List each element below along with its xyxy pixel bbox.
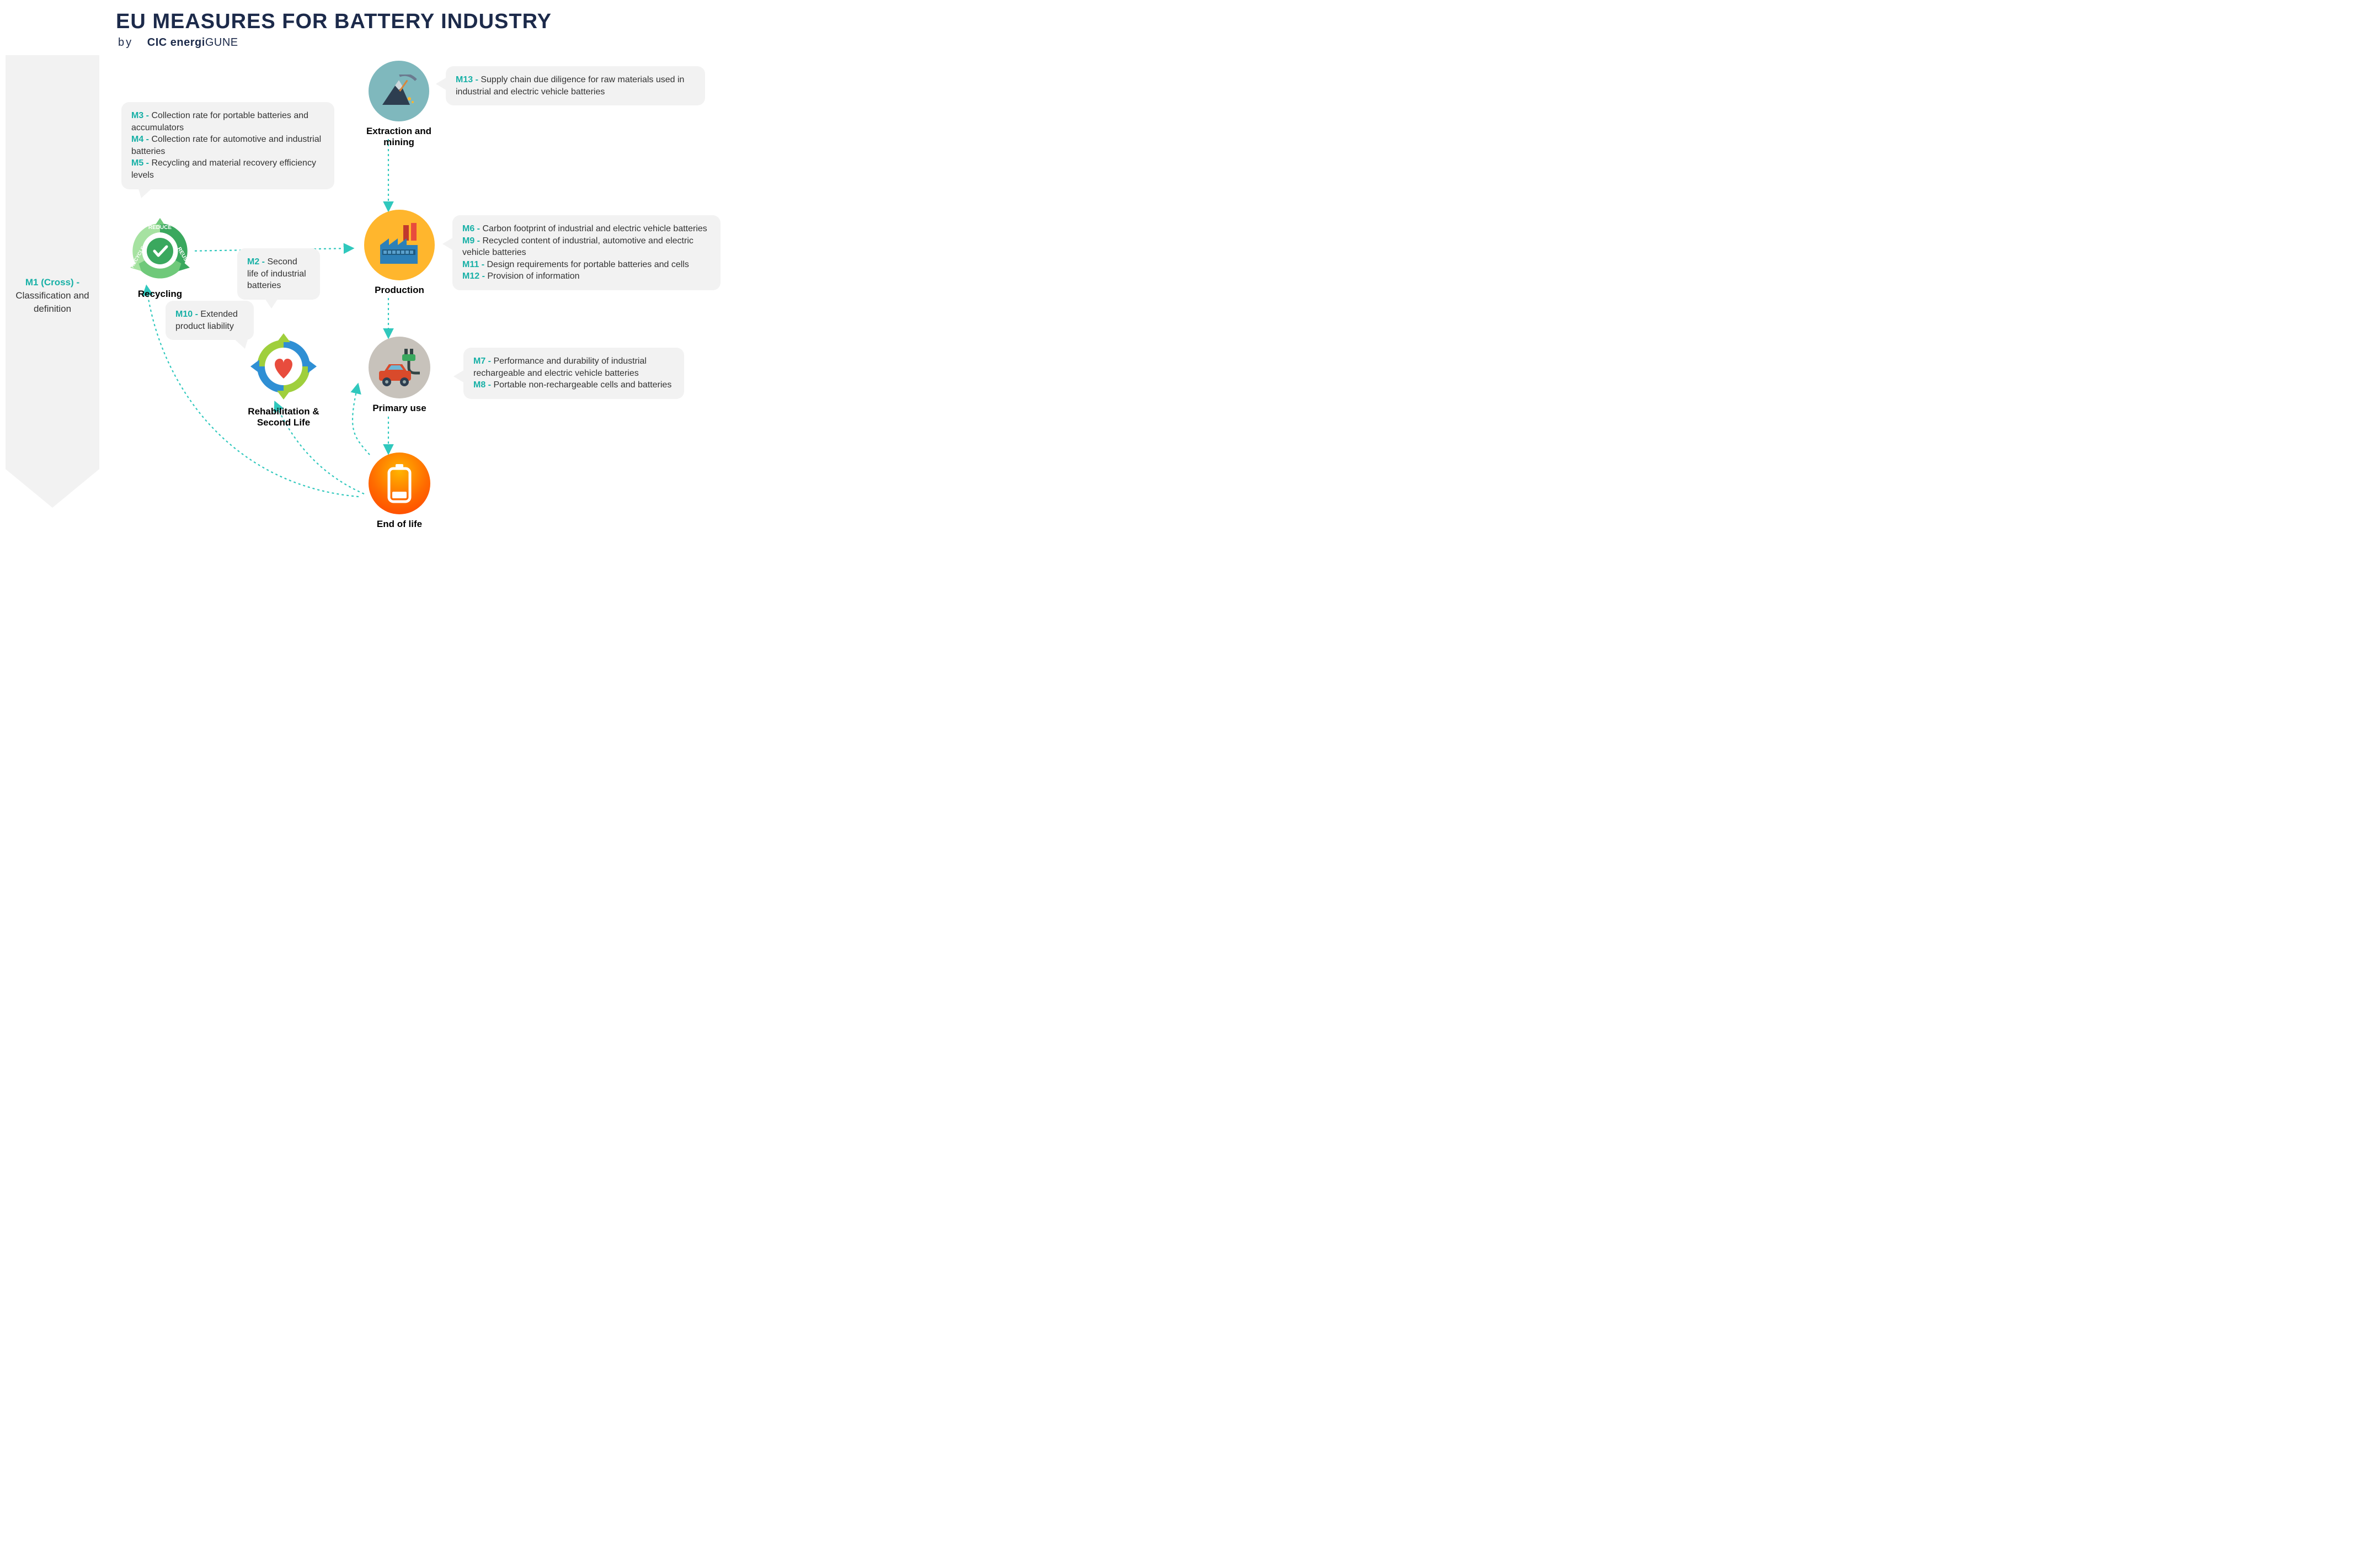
measure-code: M6 - xyxy=(462,224,482,233)
callout-tail xyxy=(138,187,153,198)
eol-label: End of life xyxy=(357,519,441,530)
measure-text: Design requirements for portable batteri… xyxy=(487,260,689,269)
callout-line: M11 - Design requirements for portable b… xyxy=(462,259,711,271)
callout-line: M9 - Recycled content of industrial, aut… xyxy=(462,235,711,259)
extraction-label: Extraction and mining xyxy=(357,126,440,148)
measure-text: Portable non-rechargeable cells and batt… xyxy=(493,380,671,390)
extraction-icon xyxy=(369,61,429,121)
callout-line: M5 - Recycling and material recovery eff… xyxy=(131,157,324,181)
measure-code: M8 - xyxy=(473,380,493,390)
plug-body xyxy=(402,354,415,361)
production-icon xyxy=(364,210,435,280)
node-rehab: Rehabilitation & Second Life xyxy=(237,331,330,429)
callout-line: M6 - Carbon footprint of industrial and … xyxy=(462,223,711,235)
callout-m3m4m5: M3 - Collection rate for portable batter… xyxy=(121,102,334,189)
factory-roof xyxy=(380,238,407,245)
measure-text: Collection rate for portable batteries a… xyxy=(131,111,308,132)
node-eol: End of life xyxy=(357,453,441,530)
callout-line: M8 - Portable non-rechargeable cells and… xyxy=(473,379,674,391)
measure-code: M7 - xyxy=(473,356,493,366)
measure-code: M2 - xyxy=(247,257,267,267)
callout-line: M4 - Collection rate for automotive and … xyxy=(131,134,324,157)
node-production: Production xyxy=(353,210,446,296)
callout-line: M3 - Collection rate for portable batter… xyxy=(131,110,324,134)
node-primary: Primary use xyxy=(357,337,441,414)
measure-code: M12 - xyxy=(462,272,487,281)
callout-m13: M13 - Supply chain due diligence for raw… xyxy=(446,66,705,105)
spark1 xyxy=(408,97,411,100)
measure-code: M3 - xyxy=(131,111,151,120)
callout-line: M13 - Supply chain due diligence for raw… xyxy=(456,74,695,98)
m1-label: M1 (Cross) - Classification and definiti… xyxy=(7,276,98,315)
rehab-label: Rehabilitation & Second Life xyxy=(237,406,330,429)
rehab-icon xyxy=(248,331,319,402)
callout-tail xyxy=(436,77,447,91)
page-title: EU MEASURES FOR BATTERY INDUSTRY xyxy=(116,10,552,34)
spark2 xyxy=(412,101,414,103)
byline-prefix: by xyxy=(118,36,133,49)
m1-text: Classification and definition xyxy=(15,290,89,314)
pick-head xyxy=(399,74,416,80)
hub2 xyxy=(403,380,406,384)
callout-line: M7 - Performance and durability of indus… xyxy=(473,355,674,379)
callout-m10: M10 - Extended product liability xyxy=(166,301,254,340)
measure-text: Recycled content of industrial, automoti… xyxy=(462,236,693,258)
callout-m7m8: M7 - Performance and durability of indus… xyxy=(463,348,684,399)
production-label: Production xyxy=(353,285,446,296)
byline: by CIC energiGUNE xyxy=(118,36,238,49)
battery-level xyxy=(392,492,407,498)
heart-icon xyxy=(275,359,292,379)
measure-text: Supply chain due diligence for raw mater… xyxy=(456,75,684,97)
measure-text: Provision of information xyxy=(487,272,579,281)
primary-label: Primary use xyxy=(357,403,441,414)
measure-code: M9 - xyxy=(462,236,482,246)
node-recycling: REDUCE REUSE RECYCLE Recycling xyxy=(116,218,204,300)
measure-text: Recycling and material recovery efficien… xyxy=(131,158,316,180)
m1-code: M1 (Cross) - xyxy=(25,277,79,288)
plug-prong2 xyxy=(410,349,413,354)
measure-code: M10 - xyxy=(175,310,200,319)
measure-code: M13 - xyxy=(456,75,481,84)
callout-m6m9m11m12: M6 - Carbon footprint of industrial and … xyxy=(452,215,721,290)
callout-tail xyxy=(233,338,248,349)
windows xyxy=(383,251,413,254)
chimney2 xyxy=(411,223,417,241)
byline-brand-bold: CIC energi xyxy=(147,36,205,49)
recycling-label: Recycling xyxy=(116,289,204,300)
measure-code: M5 - xyxy=(131,158,151,168)
callout-tail xyxy=(442,237,453,251)
callout-line: M2 - Second life of industrial batteries xyxy=(247,256,310,292)
rc-center xyxy=(147,238,173,264)
recycling-icon: REDUCE REUSE RECYCLE xyxy=(127,218,193,284)
primary-icon xyxy=(369,337,430,398)
callout-line: M12 - Provision of information xyxy=(462,270,711,283)
plug-prong1 xyxy=(404,349,408,354)
measure-text: Collection rate for automotive and indus… xyxy=(131,135,321,156)
measure-text: Performance and durability of industrial… xyxy=(473,356,647,378)
byline-brand-reg: GUNE xyxy=(205,36,238,49)
cable xyxy=(409,361,420,373)
measure-code: M4 - xyxy=(131,135,151,144)
callout-tail xyxy=(453,370,465,383)
hub1 xyxy=(385,380,388,384)
node-extraction: Extraction and mining xyxy=(357,61,440,148)
eol-icon xyxy=(369,453,430,514)
callout-tail xyxy=(265,299,278,308)
rc-text-top: REDUCE xyxy=(148,225,172,231)
callout-line: M10 - Extended product liability xyxy=(175,308,244,332)
measure-code: M11 - xyxy=(462,260,487,269)
callout-m2: M2 - Second life of industrial batteries xyxy=(237,248,320,300)
measure-text: Carbon footprint of industrial and elect… xyxy=(482,224,707,233)
chimney1 xyxy=(403,225,409,241)
